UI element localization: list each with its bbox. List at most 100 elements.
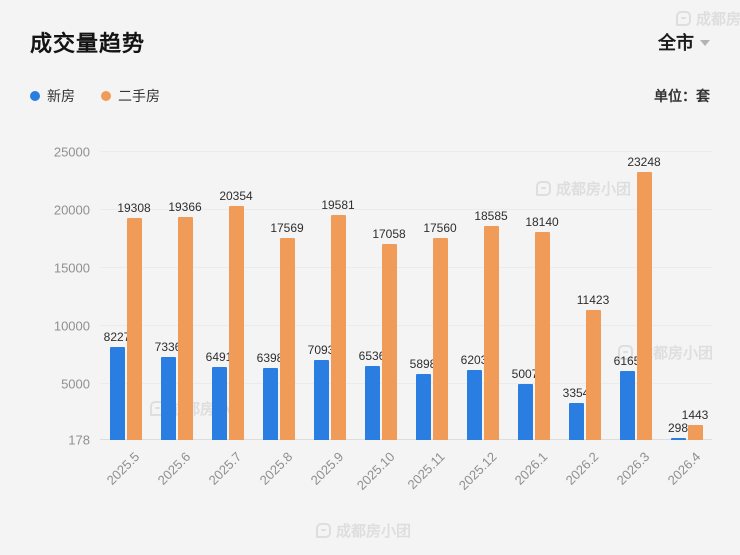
y-axis: 178 5000 10000 15000 20000 25000 [0,130,90,448]
bar-value-label: 6203 [460,353,488,368]
bar-value-label: 298 [667,421,689,435]
bar-新房-2025.5 [109,346,125,440]
bar-column: 6398 [257,351,283,440]
bar-新房-2025.9 [313,359,329,440]
x-axis-tick-label: 2026.1 [511,449,551,488]
bar-value-label: 7093 [307,342,335,357]
bar-value-label: 17058 [372,227,406,242]
page-title: 成交量趋势 [30,31,146,56]
watermark-logo-icon [676,11,691,26]
bar-column: 18140 [525,215,559,440]
bar-column: 6203 [461,353,487,440]
bar-二手房-2026.4 [687,425,703,440]
legend-marker-second-hand-icon [101,91,111,101]
bar-新房-2025.11 [415,373,431,440]
bar-column: 19366 [168,200,202,440]
bar-group-2025.9: 7093 19581 [304,130,355,440]
bar-group-2025.7: 6491 20354 [202,130,253,440]
bar-group-2026.2: 3354 11423 [559,130,610,440]
bar-group-2025.11: 5898 17560 [406,130,457,440]
bar-column: 1443 [682,408,708,440]
gridline [100,267,712,269]
legend-row: 新房 二手房 单位：套 [30,86,710,106]
bar-新房-2025.8 [262,367,278,440]
bar-value-label: 5898 [409,356,437,371]
y-axis-tick-label: 20000 [53,202,90,218]
gridline [100,439,712,440]
bar-column: 298 [667,421,689,440]
x-axis: 2025.5 2025.6 2025.7 2025.8 2025.9 2025.10 202… [100,447,712,507]
bar-value-label: 19366 [168,200,202,215]
bar-value-label: 20354 [219,188,253,203]
bar-二手房-2025.5 [126,218,142,440]
bar-group-2025.5: 8227 19308 [100,130,151,440]
bar-value-label: 17560 [423,221,457,236]
bar-新房-2026.3 [619,370,635,440]
y-axis-tick-label: 5000 [61,376,90,392]
bar-column: 5898 [410,357,436,440]
bar-二手房-2025.7 [228,205,244,440]
bar-新房-2025.7 [211,366,227,440]
bar-二手房-2025.8 [279,238,295,440]
header: 成交量趋势 全市 [30,26,710,58]
bar-column: 23248 [627,155,661,440]
bar-column: 18585 [474,209,508,440]
x-axis-tick-label: 2026.3 [613,449,653,488]
bar-column: 11423 [577,293,609,440]
bar-新房-2026.2 [568,403,584,440]
gridline [100,383,712,385]
bar-value-label: 23248 [627,155,661,170]
legend-label-new-house: 新房 [47,88,75,104]
city-filter-dropdown[interactable]: 全市 [658,29,710,55]
bar-二手房-2025.9 [330,214,346,440]
x-axis-tick-label: 2025.12 [455,449,500,493]
bar-value-label: 18140 [525,214,559,229]
bar-新房-2026.1 [517,383,533,440]
x-axis-tick-label: 2026.4 [664,449,704,488]
watermark-logo-icon [316,523,331,538]
bar-column: 7336 [155,340,181,440]
bar-新房-2025.6 [160,356,176,440]
x-axis-tick-label: 2025.5 [103,449,143,488]
bar-column: 6165 [614,354,640,440]
bar-group-2026.4: 298 1443 [661,130,712,440]
bar-column: 7093 [308,343,334,440]
chevron-down-icon [700,40,710,46]
bar-二手房-2026.1 [534,231,550,440]
bar-value-label: 17569 [270,221,304,236]
x-axis-tick-label: 2025.11 [404,449,449,493]
bar-column: 20354 [219,189,253,440]
watermark: 成都房小团 [316,520,411,541]
legend-item-second-hand[interactable]: 二手房 [101,86,160,106]
bar-group-2025.10: 6536 17058 [355,130,406,440]
bar-column: 19581 [321,198,355,440]
x-axis-tick-label: 2026.2 [562,449,602,488]
bar-column: 6536 [359,349,385,440]
x-axis-tick-label: 2025.6 [154,449,194,488]
bar-value-label: 6536 [358,349,386,364]
bar-column: 5007 [512,367,538,440]
legend: 新房 二手房 [30,86,160,106]
bar-column: 17569 [270,221,304,440]
bar-二手房-2025.6 [177,217,193,440]
bar-column: 8227 [104,330,130,440]
unit-label: 单位：套 [654,88,710,104]
bar-value-label: 1443 [681,408,709,423]
bar-新房-2025.10 [364,366,380,440]
bar-value-label: 8227 [103,329,131,344]
y-axis-tick-label: 15000 [53,260,90,276]
bar-group-2025.12: 6203 18585 [457,130,508,440]
x-axis-tick-label: 2025.7 [205,449,245,488]
legend-item-new-house[interactable]: 新房 [30,86,75,106]
bar-group-2025.8: 6398 17569 [253,130,304,440]
bar-value-label: 6165 [613,353,641,368]
bar-value-label: 6398 [256,350,284,365]
bar-group-2026.1: 5007 18140 [508,130,559,440]
bar-value-label: 6491 [205,349,233,364]
bar-二手房-2025.11 [432,238,448,440]
bar-value-label: 7336 [154,339,182,354]
bar-column: 3354 [563,386,589,440]
bar-column: 17560 [423,221,457,440]
legend-marker-new-house-icon [30,91,40,101]
